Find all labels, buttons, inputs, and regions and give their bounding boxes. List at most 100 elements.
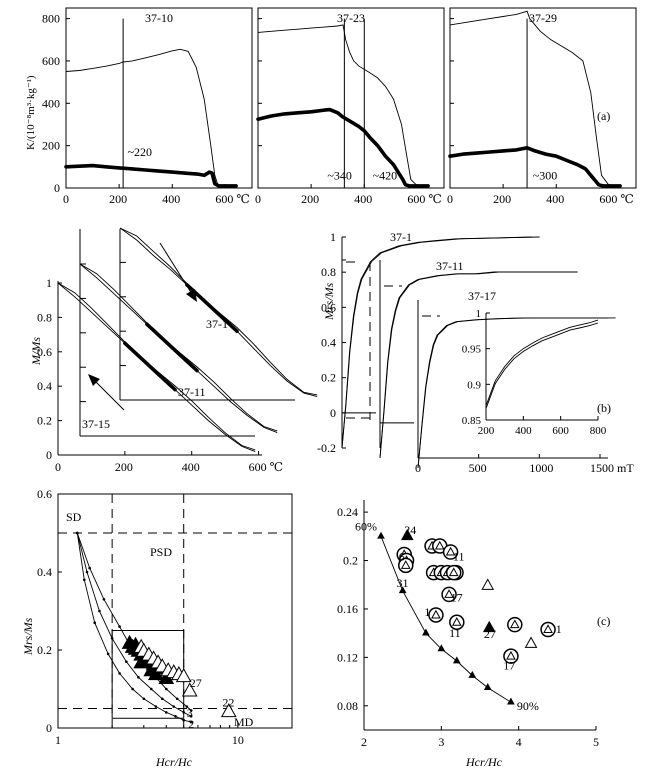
heating-curve <box>448 146 622 188</box>
xtick-label: 400 <box>546 192 564 206</box>
point-label: 24 <box>404 523 416 537</box>
mixing-curve-point <box>172 705 176 708</box>
xtick-label: 0 <box>447 192 453 206</box>
axis-title-b1-y: M/Ms <box>29 337 43 366</box>
mixing-curve-point <box>82 578 86 582</box>
region-label: SD <box>66 510 82 524</box>
mixing-curve-point <box>118 672 121 675</box>
ytick-label: 0 <box>54 181 60 195</box>
inset-curve-repeat <box>485 322 599 409</box>
mixing-curve-point <box>85 570 89 574</box>
point-label: 31 <box>396 576 408 590</box>
mixing-curve-point <box>118 625 121 628</box>
mixing-curve-point <box>189 720 193 724</box>
sample-point-open <box>524 636 538 648</box>
mixing-line-marker <box>398 586 407 594</box>
heating-curve-37-11 <box>79 263 278 434</box>
ytick-label: 400 <box>42 96 60 110</box>
mixing-curve-point <box>189 715 193 718</box>
axis-title-c2-x: Hcr/Hc <box>465 755 503 769</box>
sample-point-solid <box>482 620 496 633</box>
mixing-curve-point <box>175 697 179 701</box>
series-label: 37-1 <box>390 230 412 244</box>
series-label: 37-11 <box>436 259 464 273</box>
sample-point-solid <box>133 654 150 669</box>
mixing-curve-point <box>174 715 177 718</box>
mixing-curve-point <box>131 687 134 691</box>
sample-point-in-circle <box>445 546 456 556</box>
series-label: 37-17 <box>468 289 496 303</box>
frame-a1 <box>65 7 253 189</box>
point-label: 27 <box>190 676 202 690</box>
series-label: 37-11 <box>178 385 206 399</box>
sample-point-in-circle <box>506 650 516 660</box>
ytick-label: -0.2 <box>317 441 336 455</box>
point-label: 17 <box>451 591 463 605</box>
panel-b: 00.20.40.60.810 200 400 600 ℃37-137-1137-15… <box>37 227 634 475</box>
mixing-curve-point <box>125 660 128 663</box>
sample-point-in-circle <box>509 619 520 629</box>
inset-curve <box>485 319 599 406</box>
xtick-label: 600 ℃ <box>407 192 441 206</box>
xtick-label: 600 ℃ <box>215 192 249 206</box>
point-label: 1 <box>424 605 430 619</box>
sample-point-in-circle <box>444 589 454 598</box>
mixing-line-marker <box>507 697 515 705</box>
point-label: 11 <box>449 626 461 640</box>
sample-point-solid <box>400 528 414 541</box>
point-label: 17 <box>503 658 515 672</box>
xtick-label: 1 <box>55 733 61 747</box>
ytick-label: 0.12 <box>337 650 358 664</box>
frame-a2 <box>257 7 445 189</box>
ytick-label: 0.4 <box>37 379 52 393</box>
point-label: 11 <box>453 550 465 564</box>
ytick-label: 1 <box>46 276 52 290</box>
ytick-label: 0.2 <box>343 554 358 568</box>
heating-curve <box>64 163 238 188</box>
ytick-label: 1 <box>330 230 336 244</box>
mixing-line-marker <box>483 683 492 690</box>
mixing-curve <box>76 532 192 717</box>
temperature-label: ~300 <box>533 169 558 183</box>
xtick-label: 600 ℃ <box>599 192 633 206</box>
series-label: 37-1 <box>206 317 228 331</box>
mixing-curve-point <box>98 609 101 613</box>
axis-title-c1-y: Mrs/Ms <box>21 617 35 656</box>
irm-curve-37-11-repeat <box>379 271 578 459</box>
xtick-label: 4 <box>516 735 522 749</box>
cooling-curve-37-11 <box>79 263 278 432</box>
xtick-label: 200 <box>301 192 319 206</box>
irm-curve-37-1-repeat <box>341 236 540 449</box>
mixing-curve-point <box>106 652 110 656</box>
ytick-label: 200 <box>42 139 60 153</box>
sample-title: 37-10 <box>145 11 173 25</box>
temperature-label: ~220 <box>127 145 152 159</box>
heating-curve <box>256 107 430 188</box>
xtick-label: 0 <box>255 192 261 206</box>
cooling-curve <box>257 24 429 187</box>
mixing-curve-point <box>185 705 189 708</box>
xtick-label: 0 <box>63 192 69 206</box>
sample-point-in-circle <box>448 567 459 577</box>
mixing-curve-point <box>182 711 186 714</box>
panel-label-a: (a) <box>597 109 610 123</box>
inset-xtick-label: 600 <box>552 425 569 437</box>
sample-point-in-circle <box>400 560 411 569</box>
point-label: 22 <box>222 696 234 710</box>
ytick-label: 0.24 <box>337 505 358 519</box>
irm-curve-37-17-repeat <box>417 317 616 469</box>
sample-point-in-circle <box>543 624 553 633</box>
mixing-line-marker <box>437 644 446 652</box>
ytick-label: 0.2 <box>321 371 336 385</box>
mixing-curve-point <box>142 697 146 701</box>
panel-c: 00.20.40.61 10SDPSDMD2722320.080.120.160.… <box>37 487 599 749</box>
xtick-label: 200 <box>115 460 133 474</box>
mixing-curve-point <box>110 637 114 640</box>
xtick-label: 500 <box>469 461 487 475</box>
mixing-curve-point <box>75 531 79 535</box>
cooling-curve <box>65 48 237 187</box>
point-label: 27 <box>484 627 496 641</box>
panel-label-c: (c) <box>597 614 610 628</box>
axis-title-c1-x: Hcr/Hc <box>155 755 193 769</box>
